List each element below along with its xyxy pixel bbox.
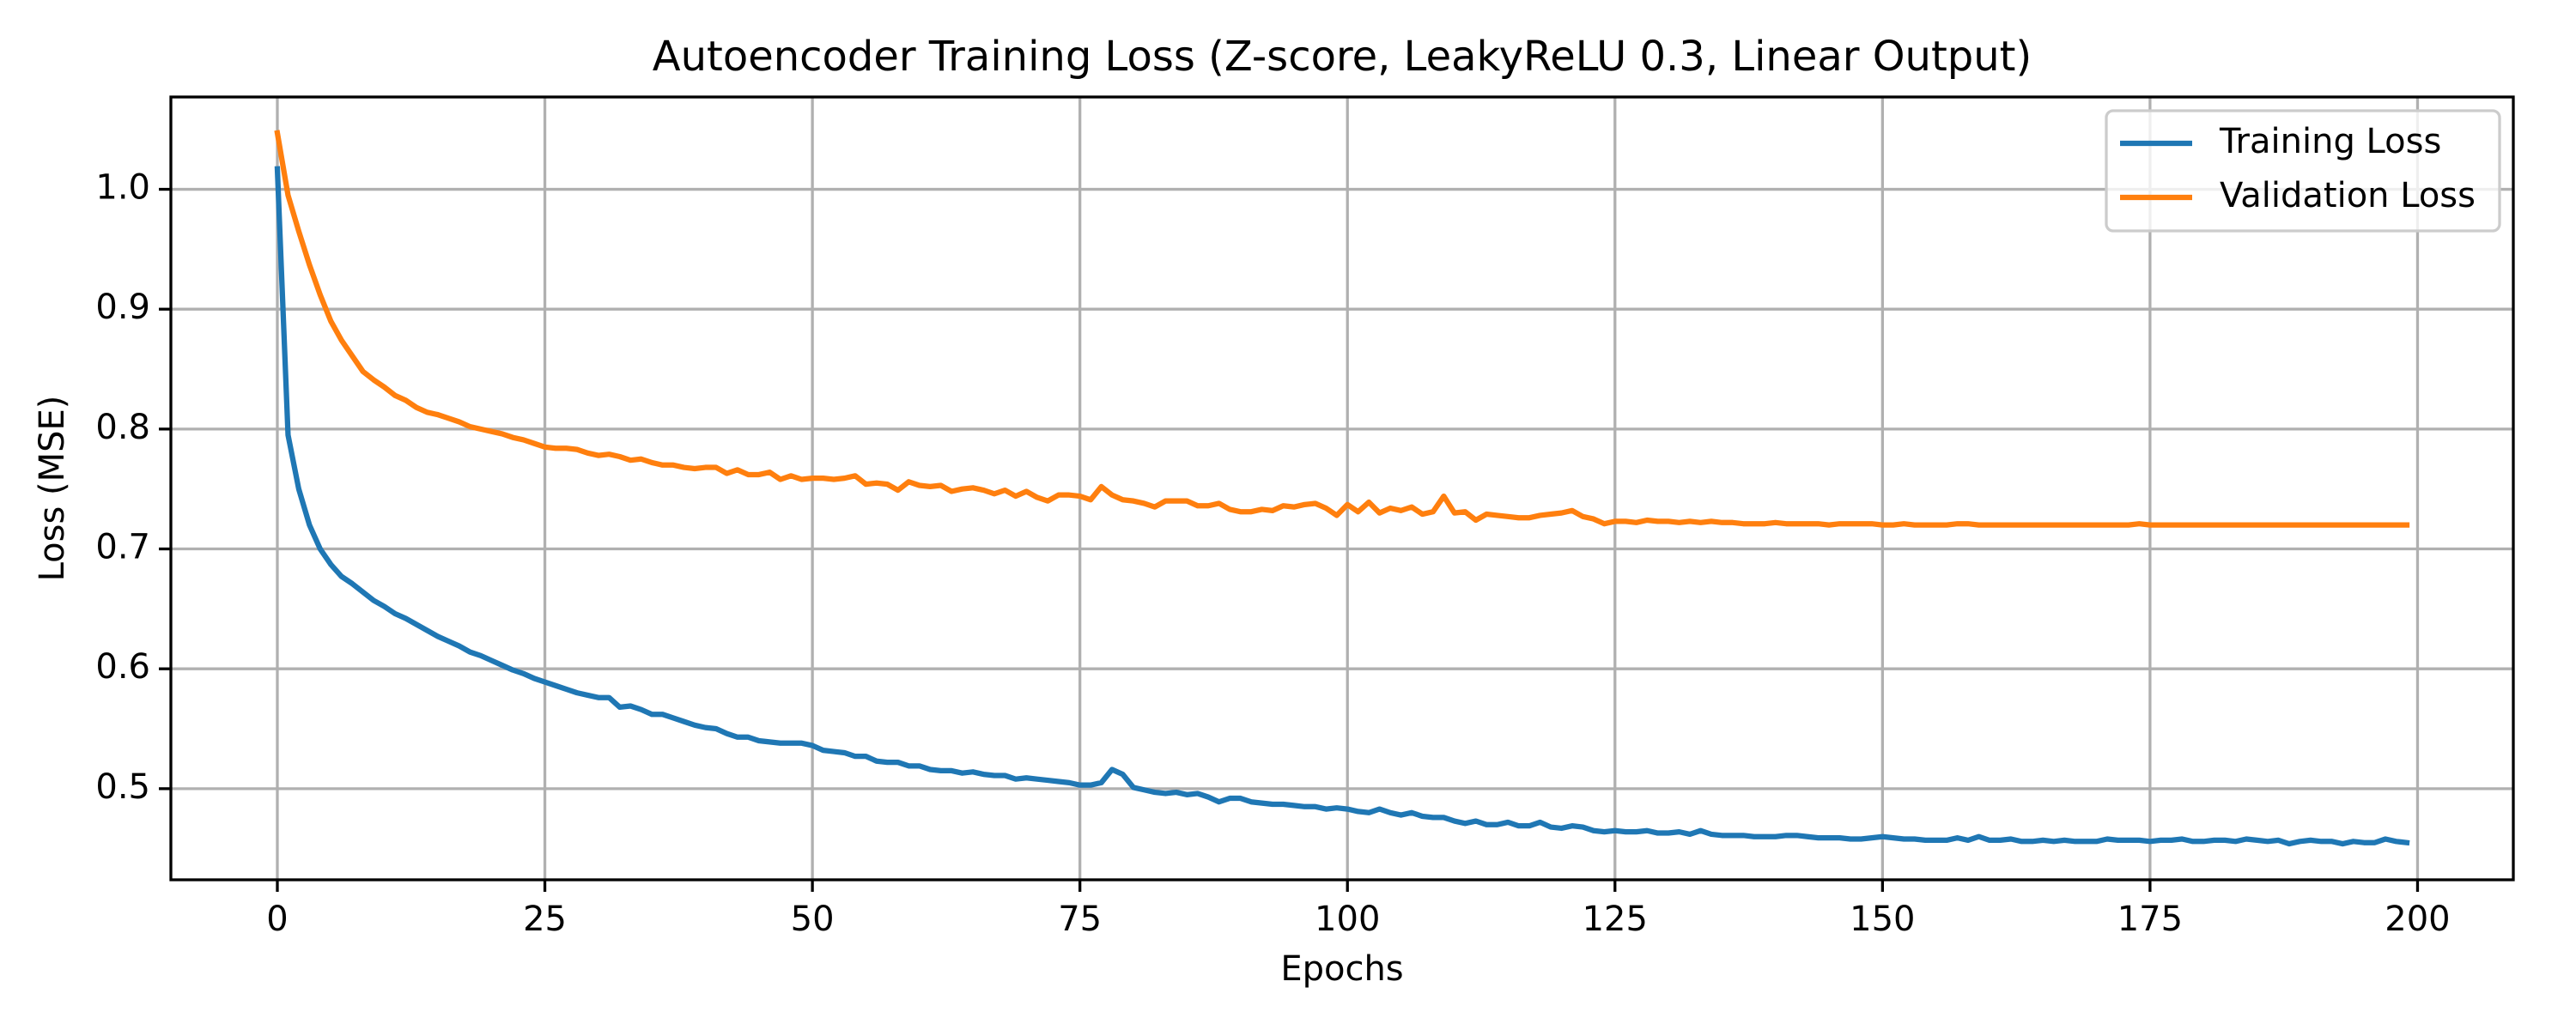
legend: Training Loss Validation Loss: [2105, 109, 2501, 233]
y-tick-label: 0.8: [95, 408, 150, 447]
y-tick-label: 0.7: [95, 528, 150, 567]
x-tick-label: 100: [1315, 900, 1380, 939]
chart-title: Autoencoder Training Loss (Z-score, Leak…: [653, 33, 2032, 81]
y-tick-label: 1.0: [95, 168, 150, 208]
x-tick-label: 25: [523, 900, 567, 939]
x-tick-label: 200: [2385, 900, 2450, 939]
plot-frame: [169, 95, 2515, 882]
y-tick-label: 0.9: [95, 288, 150, 327]
x-tick-label: 75: [1058, 900, 1102, 939]
x-tick-label: 50: [791, 900, 835, 939]
y-tick-label: 0.5: [95, 767, 150, 807]
legend-box: [2105, 109, 2501, 233]
legend-label: Training Loss: [2219, 122, 2441, 161]
x-tick-label: 150: [1850, 900, 1915, 939]
legend-label: Validation Loss: [2220, 176, 2476, 215]
x-tick-label: 0: [266, 900, 288, 939]
y-axis-label: Loss (MSE): [33, 396, 72, 582]
x-tick-label: 125: [1583, 900, 1648, 939]
y-tick-label: 0.6: [95, 647, 150, 687]
x-axis-label: Epochs: [1280, 949, 1403, 989]
x-tick-label: 175: [2117, 900, 2183, 939]
data-line: [274, 130, 2410, 528]
data-line: [274, 166, 2410, 847]
